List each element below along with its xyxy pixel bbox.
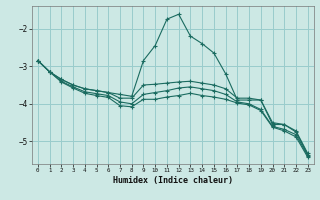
X-axis label: Humidex (Indice chaleur): Humidex (Indice chaleur): [113, 176, 233, 185]
